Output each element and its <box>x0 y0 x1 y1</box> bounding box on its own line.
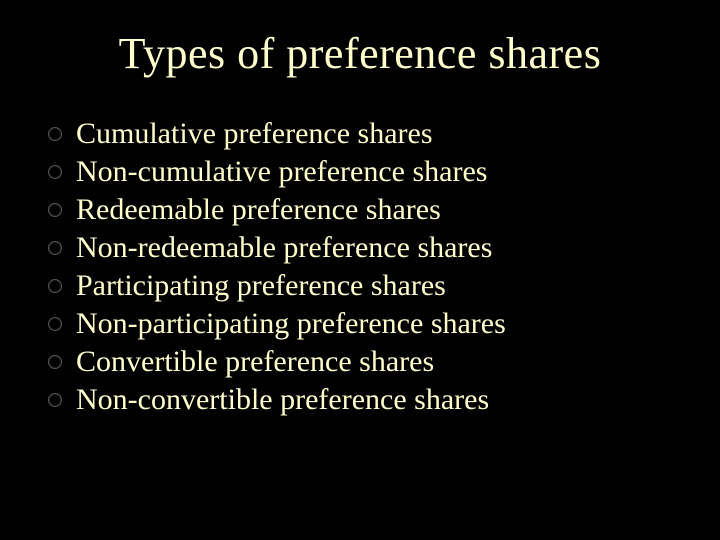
slide-container: Types of preference shares Cumulative pr… <box>0 0 720 540</box>
bullet-icon <box>48 317 62 331</box>
list-item-label: Non-convertible preference shares <box>76 383 489 417</box>
list-item-label: Cumulative preference shares <box>76 117 433 151</box>
list-item-label: Redeemable preference shares <box>76 193 441 227</box>
slide-title: Types of preference shares <box>0 0 720 89</box>
list-item: Non-convertible preference shares <box>48 383 720 417</box>
bullet-list: Cumulative preference shares Non-cumulat… <box>48 117 720 417</box>
list-item: Non-participating preference shares <box>48 307 720 341</box>
bullet-icon <box>48 127 62 141</box>
bullet-icon <box>48 165 62 179</box>
bullet-icon <box>48 203 62 217</box>
list-item-label: Non-cumulative preference shares <box>76 155 487 189</box>
list-item-label: Convertible preference shares <box>76 345 434 379</box>
bullet-icon <box>48 355 62 369</box>
bullet-icon <box>48 393 62 407</box>
list-item: Non-cumulative preference shares <box>48 155 720 189</box>
list-item: Participating preference shares <box>48 269 720 303</box>
list-item: Redeemable preference shares <box>48 193 720 227</box>
list-item: Non-redeemable preference shares <box>48 231 720 265</box>
bullet-icon <box>48 279 62 293</box>
list-item-label: Non-redeemable preference shares <box>76 231 492 265</box>
list-item-label: Non-participating preference shares <box>76 307 506 341</box>
bullet-icon <box>48 241 62 255</box>
list-item: Cumulative preference shares <box>48 117 720 151</box>
list-item: Convertible preference shares <box>48 345 720 379</box>
list-item-label: Participating preference shares <box>76 269 446 303</box>
